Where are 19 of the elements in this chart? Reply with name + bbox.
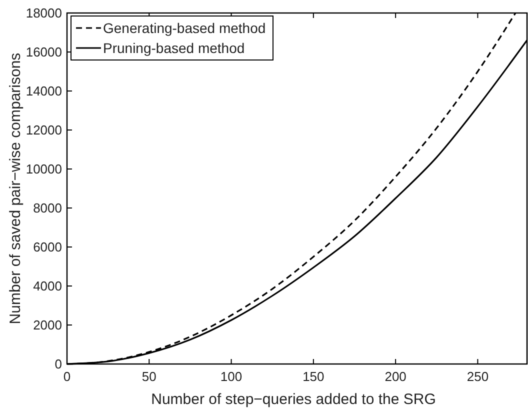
y-tick-label: 0: [54, 356, 62, 372]
y-tick-label: 16000: [26, 44, 62, 60]
x-axis-title: Number of step−queries added to the SRG: [151, 391, 436, 408]
y-tick-label: 6000: [33, 240, 62, 255]
legend-label: Generating-based method: [103, 20, 266, 36]
y-tick-label: 12000: [26, 122, 62, 138]
x-tick-label: 100: [220, 369, 242, 384]
x-tick-label: 250: [466, 369, 489, 384]
x-tick-label: 200: [384, 369, 406, 384]
y-tick-label: 8000: [33, 200, 62, 216]
x-tick-label: 150: [302, 369, 324, 384]
legend-label: Pruning-based method: [103, 40, 245, 56]
y-tick-label: 14000: [26, 84, 62, 99]
x-tick-label: 50: [142, 369, 156, 384]
y-tick-label: 10000: [26, 162, 62, 177]
y-tick-label: 18000: [26, 6, 62, 21]
y-axis-title: Number of saved pair−wise comparisons: [7, 52, 24, 324]
y-tick-label: 4000: [33, 278, 62, 294]
y-tick-label: 2000: [33, 318, 62, 333]
